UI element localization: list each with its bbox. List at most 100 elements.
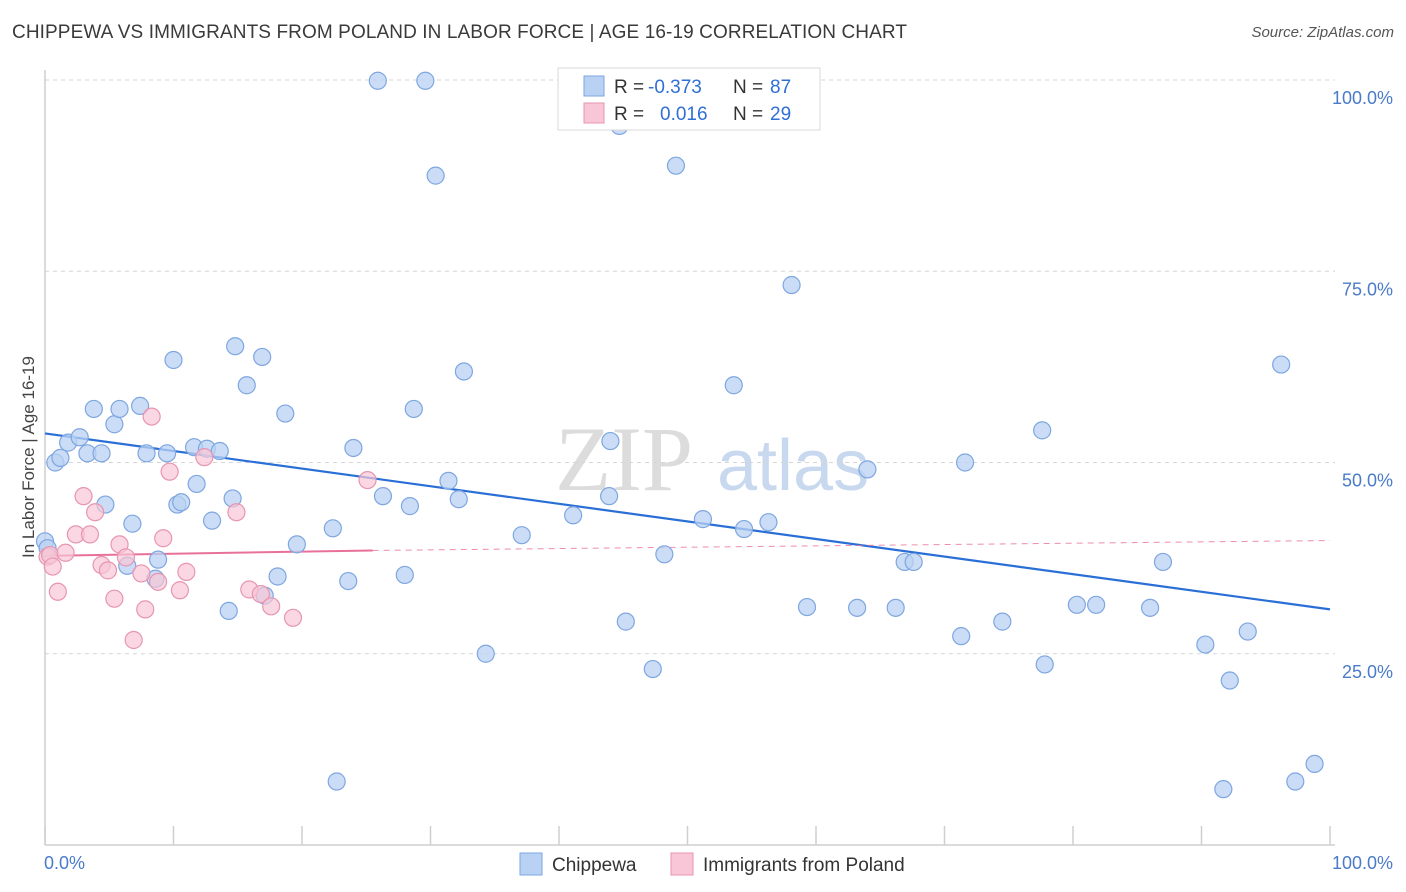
point-chippewa (400, 497, 420, 516)
point-poland (160, 462, 179, 481)
bottom-swatch-poland (670, 852, 694, 876)
chart-title: CHIPPEWA VS IMMIGRANTS FROM POLAND IN LA… (12, 22, 908, 43)
point-chippewa (1067, 595, 1086, 614)
point-poland (124, 630, 143, 650)
point-chippewa (404, 399, 423, 419)
point-chippewa (952, 627, 971, 646)
point-chippewa (955, 453, 975, 472)
grid (45, 79, 1335, 655)
point-chippewa (643, 659, 662, 679)
legend-n-value-1: 87 (770, 77, 791, 98)
point-chippewa (276, 404, 295, 423)
point-poland (154, 529, 173, 548)
point-chippewa (130, 396, 150, 415)
point-poland (177, 562, 196, 581)
point-chippewa (51, 448, 70, 468)
point-chippewa (693, 510, 713, 529)
legend-n-value-2: 29 (770, 104, 791, 125)
legend-n-label-1: N = (733, 77, 763, 98)
point-chippewa (323, 519, 342, 538)
point-chippewa (564, 506, 583, 525)
point-chippewa (187, 474, 206, 494)
point-poland (227, 503, 246, 522)
point-poland (48, 582, 67, 601)
point-chippewa (454, 362, 474, 381)
point-chippewa (268, 567, 287, 586)
point-poland (116, 548, 136, 567)
point-chippewa (123, 514, 142, 533)
point-chippewa (1087, 595, 1106, 614)
point-chippewa (734, 519, 754, 539)
point-chippewa (1286, 772, 1305, 791)
point-chippewa (92, 444, 111, 463)
point-chippewa (210, 441, 229, 461)
tick-labels: 100.0% 75.0% 50.0% 25.0% 0.0% 100.0% (44, 88, 1393, 873)
y-tick-label: 25.0% (1342, 662, 1393, 682)
legend-r-label-2: R = (614, 104, 644, 125)
point-chippewa (1153, 552, 1173, 572)
point-poland (251, 584, 270, 604)
point-chippewa (287, 535, 306, 554)
point-chippewa (886, 598, 905, 617)
point-chippewa (601, 431, 620, 451)
point-chippewa (344, 438, 363, 458)
trendline-poland-dashed (372, 540, 1331, 551)
point-chippewa (759, 513, 778, 532)
point-chippewa (1140, 598, 1160, 617)
point-poland (262, 597, 281, 616)
point-poland (43, 557, 62, 576)
point-chippewa (993, 612, 1012, 631)
point-chippewa (512, 526, 531, 545)
bottom-swatch-chippewa (519, 852, 543, 876)
point-poland (74, 487, 93, 506)
point-chippewa (105, 415, 124, 434)
watermark-atlas: atlas (717, 426, 869, 506)
bottom-legend-chippewa: Chippewa (552, 855, 637, 876)
point-chippewa (449, 490, 468, 509)
point-poland (56, 543, 75, 562)
point-chippewa (202, 511, 222, 530)
point-chippewa (666, 156, 686, 175)
point-poland (86, 503, 105, 522)
point-chippewa (84, 399, 103, 419)
point-chippewa (148, 550, 168, 569)
point-chippewa (137, 444, 156, 463)
point-chippewa (416, 71, 435, 90)
legend-swatch-chippewa (583, 75, 605, 97)
legend-r-value-2: 0.016 (660, 104, 708, 125)
point-chippewa (476, 644, 495, 663)
point-poland (148, 572, 168, 591)
x-tick-label: 100.0% (1332, 853, 1393, 873)
point-chippewa (1196, 635, 1215, 654)
point-poland (105, 589, 124, 608)
point-chippewa (157, 444, 177, 463)
point-chippewa (1035, 655, 1054, 674)
point-poland (136, 600, 155, 619)
source-label: Source: ZipAtlas.com (1251, 24, 1394, 41)
point-chippewa (858, 460, 877, 479)
legend-r-value-1: -0.373 (648, 77, 702, 98)
point-chippewa (439, 471, 458, 490)
y-tick-label: 100.0% (1332, 88, 1393, 108)
y-tick-label: 50.0% (1342, 471, 1393, 491)
point-chippewa (616, 612, 635, 631)
point-chippewa (1214, 780, 1233, 799)
point-chippewa (1272, 355, 1291, 374)
point-poland (142, 407, 161, 426)
watermark-zip: ZIP (555, 408, 693, 510)
point-poland (170, 581, 190, 600)
point-chippewa (237, 376, 256, 395)
legend-swatch-poland (583, 102, 605, 124)
x-tick-label: 0.0% (44, 853, 85, 873)
point-chippewa (368, 71, 387, 90)
point-chippewa (110, 399, 129, 419)
legend-box: R = -0.373 N = 87 R = 0.016 N = 29 (557, 67, 821, 131)
point-poland (132, 564, 151, 583)
point-chippewa (395, 565, 414, 585)
point-chippewa (164, 350, 183, 370)
y-tick-label: 75.0% (1342, 279, 1393, 299)
legend-r-label-1: R = (614, 77, 644, 98)
point-chippewa (797, 597, 817, 617)
point-poland (358, 470, 377, 490)
